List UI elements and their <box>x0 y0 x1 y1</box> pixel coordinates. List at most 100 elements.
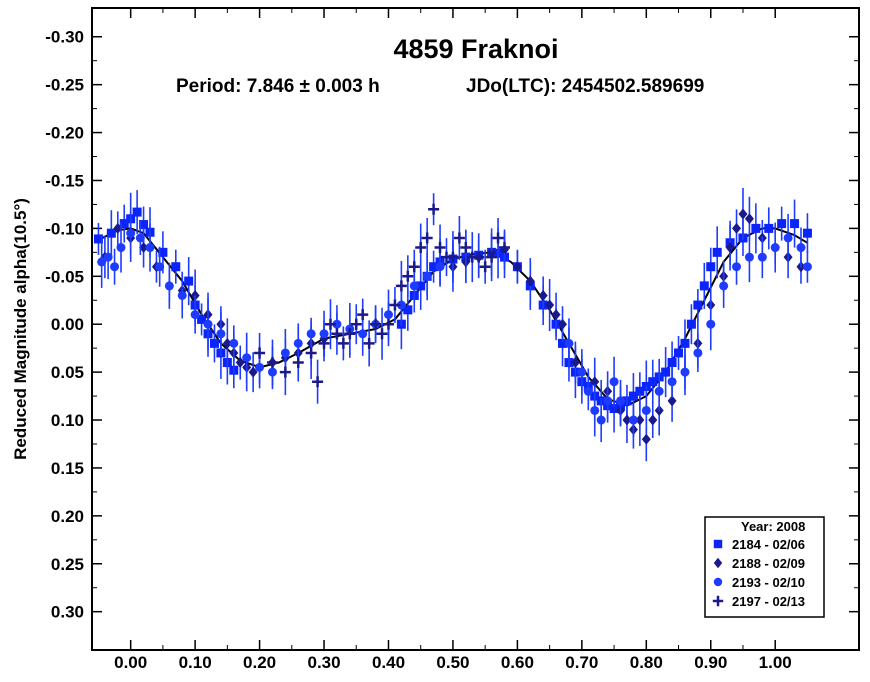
y-tick-label: -0.15 <box>45 171 84 190</box>
data-point-square <box>558 338 568 348</box>
data-point-square <box>158 247 168 257</box>
data-point-plus <box>279 366 291 378</box>
x-tick-label: 0.60 <box>501 653 534 672</box>
data-point-plus <box>479 261 491 273</box>
y-tick-label: 0.00 <box>51 315 84 334</box>
data-point-circle <box>616 396 626 406</box>
data-point-plus <box>499 242 511 254</box>
data-point-square <box>764 223 774 233</box>
data-point-plus <box>318 337 330 349</box>
data-point-circle <box>358 329 368 339</box>
data-point-circle <box>796 243 806 253</box>
data-point-plus <box>254 347 266 359</box>
data-point-circle <box>680 367 690 377</box>
y-tick-label: -0.25 <box>45 76 84 95</box>
data-point-square <box>403 305 413 315</box>
data-point-plus <box>370 318 382 330</box>
data-point-square <box>706 262 716 272</box>
legend-label: 2193 - 02/10 <box>732 575 805 590</box>
data-point-circle <box>654 386 664 396</box>
legend-box <box>704 516 825 618</box>
data-point-circle <box>693 348 703 358</box>
data-point-square <box>674 348 684 358</box>
data-point-circle <box>719 281 729 291</box>
data-point-plus <box>305 347 317 359</box>
data-point-circle <box>770 243 780 253</box>
legend-title: Year: 2008 <box>741 519 805 534</box>
data-point-circle <box>126 228 136 238</box>
data-point-diamond <box>667 395 677 407</box>
data-point-plus <box>357 309 369 321</box>
data-point-diamond <box>641 433 651 445</box>
data-point-circle <box>97 257 107 267</box>
data-point-circle <box>757 252 767 262</box>
data-point-diamond <box>538 289 548 301</box>
data-point-diamond <box>139 242 149 254</box>
y-tick-label: -0.20 <box>45 124 84 143</box>
data-point-circle <box>732 262 742 272</box>
x-tick-label: 0.10 <box>179 653 212 672</box>
x-tick-label: 0.40 <box>372 653 405 672</box>
data-point-plus <box>337 337 349 349</box>
data-point-square <box>628 391 638 401</box>
data-point-diamond <box>744 213 754 225</box>
data-point-circle <box>164 281 174 291</box>
data-point-diamond <box>622 414 632 426</box>
x-tick-label: 0.00 <box>114 653 147 672</box>
data-point-plus <box>408 261 420 273</box>
series-plus <box>254 193 511 404</box>
data-point-diamond <box>590 376 600 388</box>
data-point-diamond <box>570 357 580 369</box>
y-tick-label: 0.10 <box>51 411 84 430</box>
data-point-circle <box>116 243 126 253</box>
data-point-circle <box>577 367 587 377</box>
x-tick-label: 0.70 <box>565 653 598 672</box>
data-point-square <box>132 207 142 217</box>
y-tick-label: 0.25 <box>51 555 84 574</box>
data-point-square <box>661 367 671 377</box>
legend-label: 2197 - 02/13 <box>732 594 805 609</box>
data-point-diamond <box>551 309 561 321</box>
period-label: Period: 7.846 ± 0.003 h <box>176 76 380 97</box>
data-point-circle <box>229 338 239 348</box>
x-tick-label: 0.20 <box>243 653 276 672</box>
x-tick-label: 0.30 <box>307 653 340 672</box>
data-point-plus <box>492 232 504 244</box>
data-point-diamond <box>738 208 748 220</box>
data-point-square <box>429 262 439 272</box>
data-point-diamond <box>545 299 555 311</box>
data-point-diamond <box>512 261 522 273</box>
y-tick-label: 0.30 <box>51 603 84 622</box>
data-point-plus <box>421 232 433 244</box>
data-point-square <box>777 219 787 229</box>
data-point-diamond <box>113 222 123 234</box>
data-point-diamond <box>558 318 568 330</box>
x-tick-label: 0.80 <box>630 653 663 672</box>
data-point-square <box>699 281 709 291</box>
data-point-diamond <box>725 242 735 254</box>
data-point-plus <box>350 318 362 330</box>
y-tick-label: 0.15 <box>51 459 84 478</box>
data-point-square <box>609 404 619 414</box>
data-point-plus <box>382 318 394 330</box>
legend: Year: 2008 2184 - 02/06 2188 - 02/09 2193 … <box>704 516 825 618</box>
data-point-circle <box>242 353 252 363</box>
data-point-circle <box>145 243 155 253</box>
y-tick-label: -0.30 <box>45 28 84 47</box>
legend-items: 2184 - 02/06 2188 - 02/09 2193 - 02/10 2197… <box>712 537 805 609</box>
data-point-circle <box>293 338 303 348</box>
data-point-circle <box>628 415 638 425</box>
y-tick-label: -0.05 <box>45 267 84 286</box>
data-point-circle <box>155 262 165 272</box>
data-point-square <box>171 262 181 272</box>
data-point-plus <box>428 203 440 215</box>
data-point-circle <box>103 252 113 262</box>
data-point-circle <box>667 377 677 387</box>
data-point-diamond <box>525 275 535 287</box>
data-point-circle <box>409 281 419 291</box>
data-point-diamond <box>732 222 742 234</box>
data-point-plus <box>486 251 498 263</box>
data-point-circle <box>596 415 606 425</box>
